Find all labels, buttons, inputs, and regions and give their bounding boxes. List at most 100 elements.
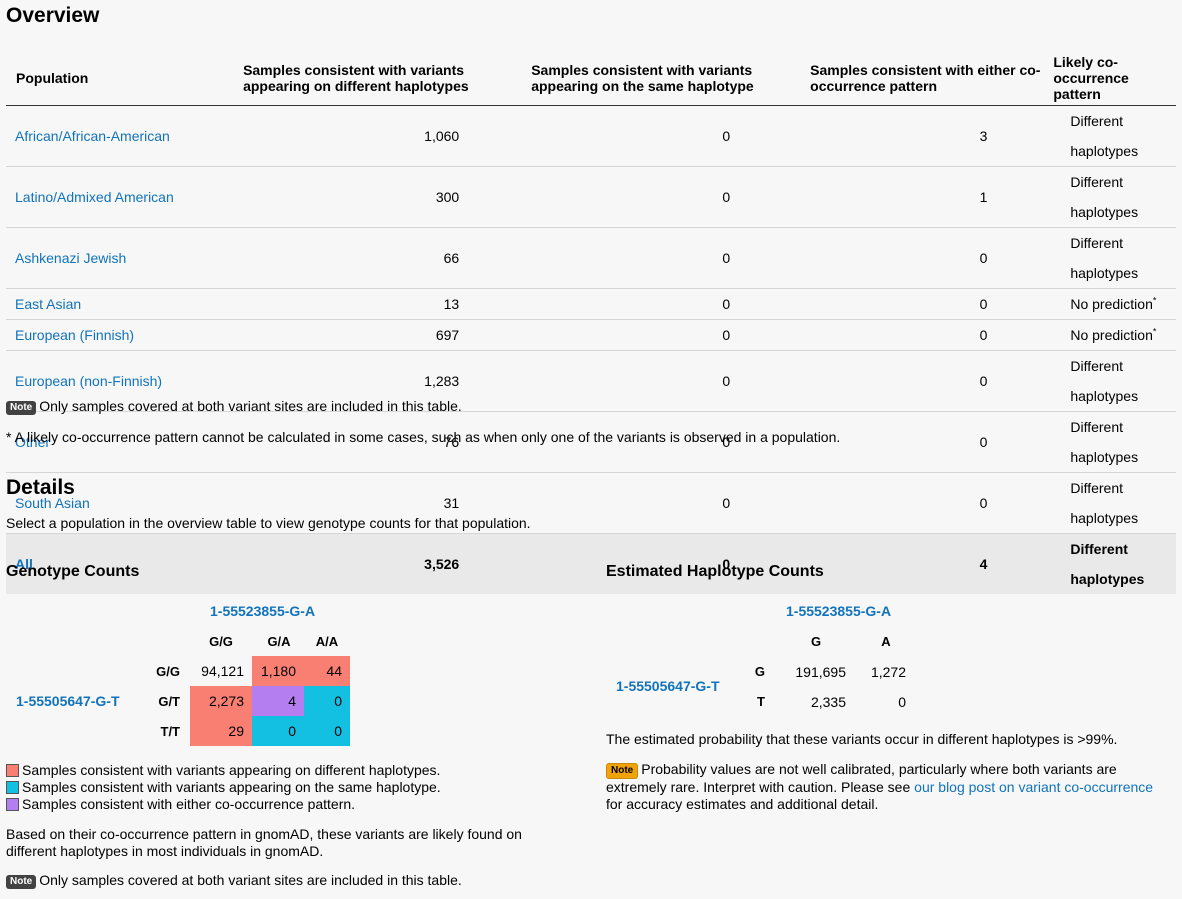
note-text: Probability values are not well calibrat… [606, 761, 1117, 795]
genotype-cell: 0 [252, 716, 304, 746]
population-link[interactable]: European (Finnish) [15, 327, 135, 343]
cell-either: 0 [979, 495, 988, 511]
genotype-row-header: T/T [160, 724, 181, 739]
overview-heading: Overview [6, 4, 100, 27]
legend-item-same: Samples consistent with variants appeari… [6, 779, 441, 796]
table-cell: 0 [810, 319, 1054, 351]
cell-either: 0 [979, 434, 988, 450]
table-cell: Latino/Admixed American [6, 166, 244, 228]
cell-either: 0 [979, 373, 988, 389]
table-cell: 0 [531, 350, 811, 412]
table-cell: 0 [810, 350, 1054, 412]
legend-label: Samples consistent with variants appeari… [22, 779, 441, 795]
legend-label: Samples consistent with variants appeari… [22, 762, 441, 778]
table-cell: 3 [810, 105, 1054, 167]
variant-link-column[interactable]: 1-55523855-G-A [210, 603, 316, 619]
cell-different: 76 [443, 434, 460, 450]
variant-link-row[interactable]: 1-55505647-G-T [16, 693, 120, 709]
table-cell: 0 [531, 166, 811, 228]
column-header-same[interactable]: Samples consistent with variants appeari… [531, 50, 811, 106]
cell-either: 0 [979, 250, 988, 266]
genotype-col-header: G/G [209, 634, 233, 649]
column-header-either[interactable]: Samples consistent with either co-occurr… [810, 50, 1054, 106]
genotype-row-header: G/G [156, 664, 180, 679]
population-link[interactable]: Other [15, 434, 51, 450]
table-cell: Other [6, 411, 244, 473]
haplotype-col-header: A [881, 634, 891, 649]
cell-likely: No prediction [1070, 327, 1153, 343]
genotype-cell: 1,180 [252, 656, 304, 686]
column-header-likely[interactable]: Likely co-occurrence pattern [1053, 50, 1176, 106]
column-header-different[interactable]: Samples consistent with variants appeari… [243, 50, 532, 106]
table-cell: 0 [810, 227, 1054, 289]
population-link[interactable]: African/African-American [15, 128, 170, 144]
table-cell: 0 [810, 411, 1054, 473]
legend-label: Samples consistent with either co-occurr… [22, 796, 356, 812]
cell-likely: Different haplotypes [1070, 174, 1139, 220]
note-badge: Note [606, 763, 639, 779]
legend-item-either: Samples consistent with either co-occurr… [6, 796, 355, 813]
table-cell: 31 [243, 472, 532, 534]
cell-different: 66 [443, 250, 460, 266]
table-cell: Different haplotypes [1053, 533, 1176, 594]
variant-link-row[interactable]: 1-55505647-G-T [616, 678, 720, 694]
legend-item-different: Samples consistent with variants appeari… [6, 762, 440, 779]
cell-likely: Different haplotypes [1070, 235, 1139, 281]
cell-same: 0 [722, 495, 731, 511]
table-cell: 0 [531, 319, 811, 351]
table-cell: 66 [243, 227, 532, 289]
table-row: European (non-Finnish) 1,283 0 0 Different h… [6, 350, 1176, 412]
table-row: African/African-American 1,060 0 3 Different… [6, 105, 1176, 167]
cell-either: 0 [979, 296, 988, 312]
note-badge: Note [6, 875, 37, 889]
genotype-counts-heading: Genotype Counts [6, 563, 140, 580]
population-link[interactable]: Ashkenazi Jewish [15, 250, 127, 266]
table-cell: 0 [531, 105, 811, 167]
variant-link-column[interactable]: 1-55523855-G-A [786, 603, 892, 619]
population-link[interactable]: East Asian [15, 296, 82, 312]
genotype-cell: 0 [304, 716, 350, 746]
table-cell: Different haplotypes [1053, 350, 1176, 412]
population-link[interactable]: South Asian [15, 495, 90, 511]
table-cell: 76 [243, 411, 532, 473]
blog-post-link[interactable]: our blog post on variant co-occurrence [914, 779, 1154, 795]
overview-table: Population Samples consistent with varia… [6, 50, 1176, 594]
table-cell: European (non-Finnish) [6, 350, 244, 412]
genotype-cell: 4 [252, 686, 304, 716]
cell-likely: Different haplotypes [1070, 480, 1139, 526]
table-cell: 0 [531, 411, 811, 473]
haplotype-col-header: G [810, 634, 822, 649]
table-cell: 0 [531, 288, 811, 320]
genotype-row-header: G/T [158, 694, 180, 709]
cell-same: 0 [722, 296, 731, 312]
table-cell: 300 [243, 166, 532, 228]
genotype-cell: 29 [190, 716, 252, 746]
note-text: for accuracy estimates and additional de… [606, 796, 879, 812]
genotype-col-header: A/A [315, 634, 339, 649]
cell-same: 0 [722, 189, 731, 205]
cell-either: 3 [979, 128, 988, 144]
cell-likely: No prediction [1070, 296, 1153, 312]
note-badge: Note [6, 401, 37, 415]
table-row: European (Finnish) 697 0 0 No prediction* [6, 319, 1176, 351]
table-row: Other 76 0 0 Different haplotypes [6, 411, 1176, 473]
population-link[interactable]: All [15, 556, 33, 572]
haplotype-probability: The estimated probability that these var… [606, 731, 1118, 747]
details-heading: Details [6, 476, 75, 499]
column-header-population[interactable]: Population [6, 50, 244, 106]
table-cell: Ashkenazi Jewish [6, 227, 244, 289]
haplotype-counts-heading: Estimated Haplotype Counts [606, 563, 824, 580]
table-cell: 0 [531, 472, 811, 534]
table-row: South Asian 31 0 0 Different haplotypes [6, 472, 1176, 534]
population-link[interactable]: European (non-Finnish) [15, 373, 163, 389]
cell-same: 0 [722, 434, 731, 450]
cell-likely: Different haplotypes [1070, 113, 1139, 159]
table-cell: No prediction* [1053, 319, 1176, 351]
legend-swatch-red [6, 764, 19, 777]
population-link[interactable]: Latino/Admixed American [15, 189, 174, 205]
table-cell: Different haplotypes [1053, 166, 1176, 228]
haplotype-row-header: G [754, 664, 765, 679]
table-cell: 0 [531, 533, 811, 594]
haplotype-cell: 191,695 [795, 664, 846, 680]
cell-different: 1,283 [424, 373, 460, 389]
